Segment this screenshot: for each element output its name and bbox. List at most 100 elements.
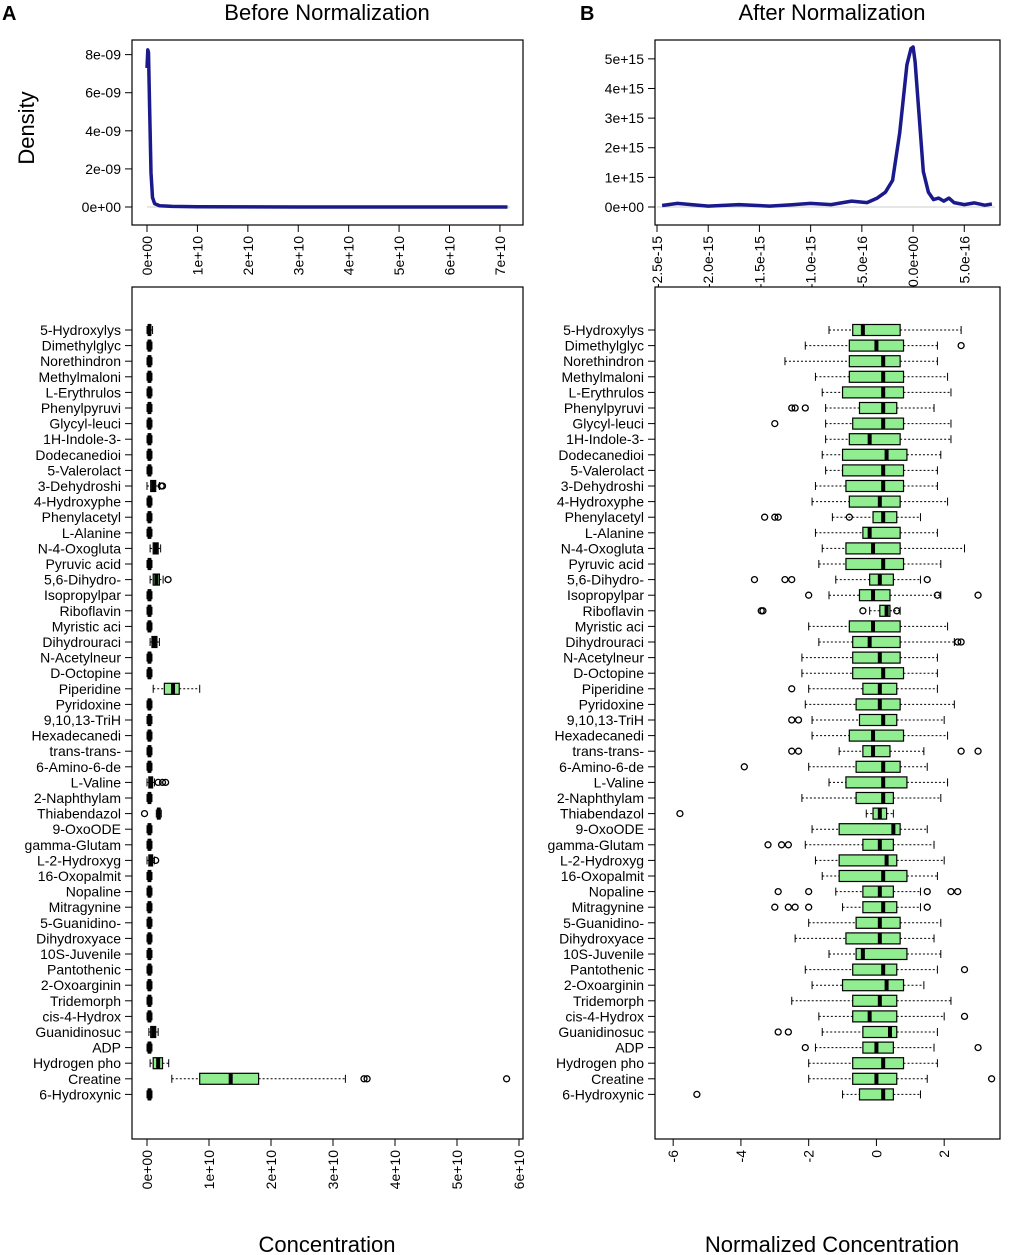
outlier bbox=[893, 607, 901, 615]
y-tick-label: 2e-09 bbox=[85, 161, 121, 177]
category-label: 10S-Juvenile bbox=[40, 946, 121, 962]
x-tick-label: 6e+10 bbox=[511, 1150, 527, 1190]
category-label: 9,10,13-TriH bbox=[567, 712, 644, 728]
category-label: Piperidine bbox=[59, 681, 121, 697]
y-tick-label: 2e+15 bbox=[605, 140, 645, 156]
box bbox=[848, 729, 905, 742]
outlier bbox=[788, 404, 796, 412]
outlier bbox=[771, 419, 779, 428]
category-label: L-Valine bbox=[594, 774, 645, 790]
category-label: Hydrogen pho bbox=[556, 1055, 644, 1071]
box bbox=[852, 667, 905, 680]
box bbox=[841, 386, 905, 399]
outlier bbox=[154, 778, 162, 787]
outlier bbox=[774, 887, 782, 896]
x-tick-label: -4 bbox=[733, 1150, 749, 1163]
category-label: Myristic aci bbox=[575, 618, 644, 634]
x-tick-label: 5e+10 bbox=[391, 236, 407, 276]
boxplot-b: 5-HydroxylysDimethylglycNorethindronMeth… bbox=[548, 322, 996, 1163]
outlier bbox=[784, 1028, 792, 1036]
box bbox=[838, 854, 898, 867]
y-tick-label: 0e+00 bbox=[605, 199, 645, 215]
outlier bbox=[158, 482, 167, 490]
category-label: trans-trans- bbox=[572, 743, 644, 759]
category-label: Mitragynine bbox=[572, 899, 645, 915]
outlier bbox=[788, 716, 796, 724]
category-label: Hexadecanedi bbox=[554, 728, 644, 744]
density-frame-b bbox=[654, 39, 1001, 226]
category-label: Isopropylpar bbox=[567, 587, 644, 603]
category-label: Dimethylglyc bbox=[42, 338, 121, 354]
category-label: L-Erythrulos bbox=[569, 384, 644, 400]
category-label: 5,6-Dihydro- bbox=[44, 572, 121, 588]
x-tick-label: 5e+10 bbox=[449, 1150, 465, 1190]
outlier bbox=[759, 607, 767, 615]
category-label: Creatine bbox=[68, 1071, 121, 1087]
outlier bbox=[781, 575, 789, 584]
box bbox=[852, 635, 901, 649]
outlier bbox=[923, 575, 931, 584]
boxplot-frame-b bbox=[654, 286, 1001, 1140]
category-label: 5-Valerolact bbox=[47, 462, 121, 478]
box bbox=[848, 355, 901, 368]
box bbox=[855, 791, 894, 805]
category-label: Nopaline bbox=[589, 884, 644, 900]
box bbox=[855, 947, 908, 961]
density-line bbox=[661, 45, 993, 208]
density-ylabel: Density bbox=[14, 91, 39, 164]
x-tick-label: 1e+10 bbox=[201, 1150, 217, 1190]
box bbox=[862, 901, 898, 914]
category-label: cis-4-Hydrox bbox=[565, 1008, 644, 1024]
outlier bbox=[845, 513, 853, 521]
outlier bbox=[676, 809, 684, 818]
x-tick-label: -2 bbox=[801, 1150, 817, 1163]
category-label: D-Octopine bbox=[50, 665, 121, 681]
outlier bbox=[794, 747, 803, 755]
category-label: D-Octopine bbox=[573, 665, 644, 681]
outlier bbox=[923, 903, 931, 911]
y-tick-label: 4e-09 bbox=[85, 123, 121, 139]
category-label: Phenylacetyl bbox=[565, 509, 644, 525]
outlier bbox=[774, 1028, 782, 1036]
y-tick-label: 3e+15 bbox=[605, 110, 645, 126]
box bbox=[862, 1025, 898, 1039]
y-tick-label: 5e+15 bbox=[605, 51, 645, 67]
category-label: 6-Hydroxynic bbox=[39, 1086, 121, 1102]
outlier bbox=[805, 591, 813, 599]
box bbox=[858, 713, 898, 727]
density-frame-a bbox=[131, 39, 524, 226]
box bbox=[838, 823, 901, 836]
outlier bbox=[784, 841, 792, 849]
category-label: Glycyl-leuci bbox=[572, 416, 644, 432]
outlier bbox=[954, 638, 962, 646]
x-tick-label: 0e+00 bbox=[139, 236, 155, 276]
category-label: 5-Hydroxylys bbox=[563, 322, 644, 338]
category-label: Isopropylpar bbox=[44, 587, 121, 603]
x-tick-label: 3e+10 bbox=[290, 236, 306, 276]
x-tick-label: 0e+00 bbox=[139, 1150, 155, 1190]
box bbox=[862, 745, 891, 758]
category-label: 1H-Indole-3- bbox=[566, 431, 644, 447]
category-label: 9-OxoODE bbox=[576, 821, 644, 837]
category-label: ADP bbox=[615, 1040, 644, 1056]
category-label: Glycyl-leuci bbox=[49, 416, 121, 432]
category-label: Methylmaloni bbox=[562, 369, 644, 385]
outlier bbox=[788, 685, 796, 693]
category-label: 5-Guanidino- bbox=[563, 915, 644, 931]
category-label: Riboflavin bbox=[583, 603, 644, 619]
category-label: 3-Dehydroshi bbox=[561, 478, 644, 494]
density-plot-a: 0e+00 2e-09 4e-09 6e-09 8e-09 0e+00 1e+10 2e+10… bbox=[82, 47, 510, 276]
box bbox=[845, 479, 905, 493]
category-label: 4-Hydroxyphe bbox=[34, 494, 121, 510]
category-label: 16-Oxopalmit bbox=[38, 868, 121, 884]
title-before: Before Normalization bbox=[224, 0, 429, 25]
density-line bbox=[145, 48, 508, 209]
outlier bbox=[360, 1075, 368, 1083]
category-label: N-4-Oxogluta bbox=[38, 540, 121, 556]
outlier bbox=[947, 887, 955, 896]
title-after: After Normalization bbox=[738, 0, 925, 25]
category-label: 5,6-Dihydro- bbox=[567, 572, 644, 588]
category-label: N-Acetylneur bbox=[40, 650, 121, 666]
outlier bbox=[764, 841, 772, 849]
x-tick-label: 2 bbox=[936, 1150, 952, 1158]
